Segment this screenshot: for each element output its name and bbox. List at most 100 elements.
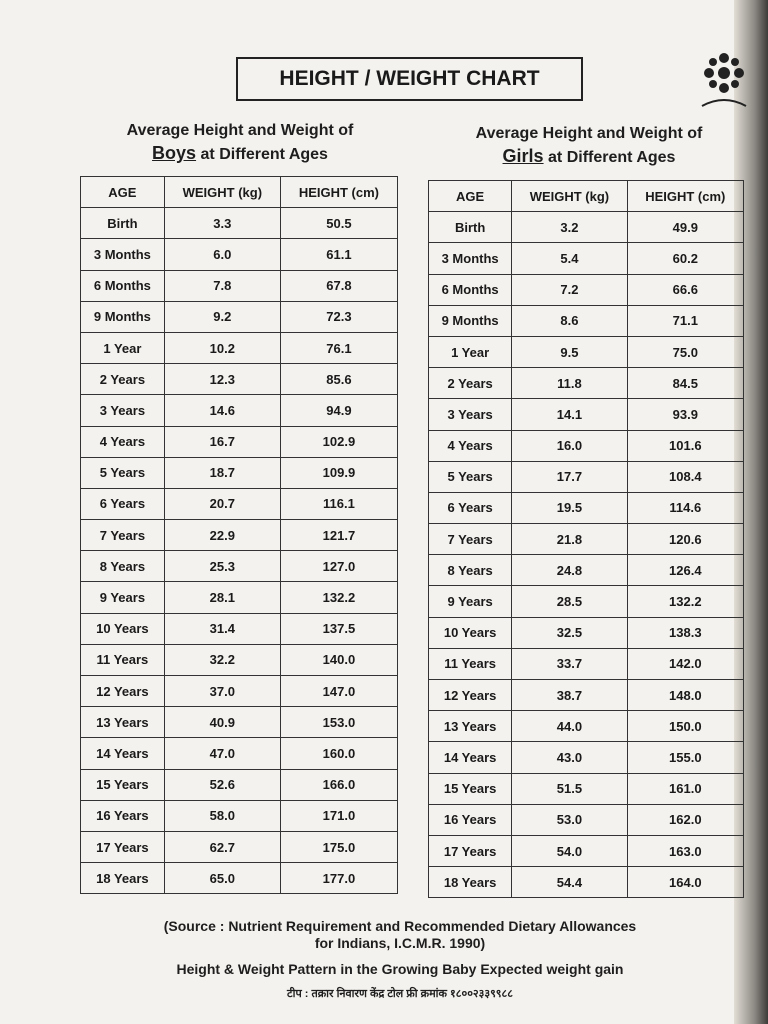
table-cell: 6 Years <box>80 487 165 521</box>
table-cell: 9 Months <box>427 304 513 337</box>
table-cell: 18.7 <box>163 456 281 489</box>
table-cell: 13 Years <box>80 706 165 739</box>
table-cell: 71.1 <box>626 304 745 337</box>
table-row: 9 Years 28.1 132.2 <box>80 581 399 614</box>
table-cell: 177.0 <box>279 862 399 895</box>
table-cell: 160.0 <box>279 737 399 770</box>
table-cell: 12.3 <box>163 363 281 396</box>
boys-heading: Average Height and Weight of Boys at Diff… <box>80 119 400 166</box>
header-row: AGE WEIGHT (kg) HEIGHT (cm) <box>80 175 399 209</box>
table-row: 10 Years 32.5 138.3 <box>427 616 745 649</box>
source-line: (Source : Nutrient Requirement and Recom… <box>163 918 637 934</box>
table-row: 15 Years 52.6 166.0 <box>80 768 399 801</box>
table-cell: 72.3 <box>279 300 399 333</box>
boys-table: AGE WEIGHT (kg) HEIGHT (cm) Birth 3.3 50.5 3 M… <box>80 175 399 895</box>
table-cell: 16.0 <box>511 429 628 462</box>
column-header: HEIGHT (cm) <box>626 179 745 213</box>
table-row: 5 Years 18.7 109.9 <box>80 456 399 489</box>
table-row: 8 Years 24.8 126.4 <box>427 554 745 587</box>
table-cell: 4 Years <box>80 425 165 458</box>
girls-table: AGE WEIGHT (kg) HEIGHT (cm) Birth 3.2 49.9 3 M… <box>427 179 745 899</box>
table-cell: 1 Year <box>427 335 513 369</box>
table-cell: Birth <box>427 211 513 244</box>
table-row: 15 Years 51.5 161.0 <box>427 772 745 805</box>
table-cell: 12 Years <box>427 678 513 712</box>
table-cell: 150.0 <box>626 710 745 743</box>
table-cell: 7.8 <box>163 269 281 302</box>
table-cell: 17 Years <box>80 830 165 864</box>
table-cell: 12 Years <box>80 674 165 708</box>
table-cell: 114.6 <box>626 491 745 525</box>
title: HEIGHT / WEIGHT CHART <box>236 57 583 101</box>
table-cell: 49.9 <box>626 211 745 244</box>
table-row: 10 Years 31.4 137.5 <box>80 612 399 645</box>
table-row: 16 Years 53.0 162.0 <box>427 803 745 836</box>
table-cell: 32.5 <box>511 616 628 649</box>
table-cell: 171.0 <box>279 799 399 832</box>
table-cell: 142.0 <box>626 647 745 681</box>
table-row: 9 Years 28.5 132.2 <box>427 585 745 618</box>
table-cell: 18 Years <box>80 862 165 895</box>
table-cell: 11 Years <box>80 643 165 677</box>
table-row: 11 Years 32.2 140.0 <box>80 643 399 677</box>
table-cell: 8.6 <box>511 304 628 337</box>
table-cell: 108.4 <box>626 460 745 493</box>
header-row: AGE WEIGHT (kg) HEIGHT (cm) <box>427 179 745 213</box>
table-row: 3 Months 5.4 60.2 <box>427 242 745 275</box>
table-cell: 7 Years <box>427 523 513 556</box>
table-row: 17 Years 62.7 175.0 <box>80 830 399 864</box>
table-cell: 76.1 <box>279 331 399 365</box>
heading-line: Average Height and Weight of <box>475 125 703 142</box>
column-header: AGE <box>427 179 513 213</box>
table-cell: 40.9 <box>163 706 281 739</box>
table-row: 13 Years 40.9 153.0 <box>80 706 399 739</box>
table-cell: 17 Years <box>427 834 513 868</box>
table-cell: 127.0 <box>279 550 399 583</box>
table-cell: 137.5 <box>279 612 399 645</box>
table-row: 11 Years 33.7 142.0 <box>427 647 745 681</box>
table-cell: 116.1 <box>279 487 399 521</box>
table-cell: 9 Months <box>80 300 165 333</box>
table-cell: 25.3 <box>163 550 281 583</box>
table-cell: 51.5 <box>511 772 628 805</box>
table-row: 4 Years 16.0 101.6 <box>427 429 745 462</box>
table-cell: 19.5 <box>511 491 628 525</box>
table-cell: 155.0 <box>626 741 745 774</box>
table-cell: 20.7 <box>163 487 281 521</box>
table-cell: 15 Years <box>80 768 165 801</box>
table-cell: 5 Years <box>80 456 165 489</box>
table-row: 9 Months 8.6 71.1 <box>427 304 745 337</box>
table-row: 18 Years 54.4 164.0 <box>427 866 745 899</box>
table-cell: 138.3 <box>626 616 745 649</box>
table-cell: 8 Years <box>427 554 513 587</box>
table-cell: 67.8 <box>279 269 399 302</box>
table-cell: 140.0 <box>279 643 399 677</box>
heading-subject: Boys <box>152 143 197 163</box>
table-cell: 132.2 <box>279 581 399 614</box>
table-cell: 9 Years <box>427 585 513 618</box>
table-cell: 54.0 <box>511 834 628 868</box>
table-cell: 94.9 <box>279 394 399 427</box>
table-row: 14 Years 43.0 155.0 <box>427 741 745 774</box>
table-cell: 52.6 <box>163 768 281 801</box>
table-cell: 3 Months <box>427 242 513 275</box>
table-cell: 28.5 <box>511 585 628 618</box>
table-cell: 22.9 <box>163 519 281 552</box>
table-cell: 33.7 <box>511 647 628 681</box>
table-row: 7 Years 21.8 120.6 <box>427 523 745 556</box>
table-cell: 65.0 <box>163 862 281 895</box>
table-cell: 6.0 <box>163 238 281 271</box>
table-cell: 163.0 <box>626 834 745 868</box>
table-cell: 84.5 <box>626 367 745 400</box>
column-header: AGE <box>80 175 165 209</box>
table-row: 2 Years 11.8 84.5 <box>427 367 745 400</box>
table-row: 3 Years 14.1 93.9 <box>427 398 745 431</box>
table-cell: 7 Years <box>80 519 165 552</box>
table-cell: 21.8 <box>511 523 628 556</box>
table-cell: 43.0 <box>511 741 628 774</box>
table-cell: 7.2 <box>511 273 628 306</box>
table-cell: 93.9 <box>626 398 745 431</box>
table-cell: 3 Years <box>427 398 513 431</box>
table-cell: 10 Years <box>427 616 513 649</box>
table-row: 16 Years 58.0 171.0 <box>80 799 399 832</box>
